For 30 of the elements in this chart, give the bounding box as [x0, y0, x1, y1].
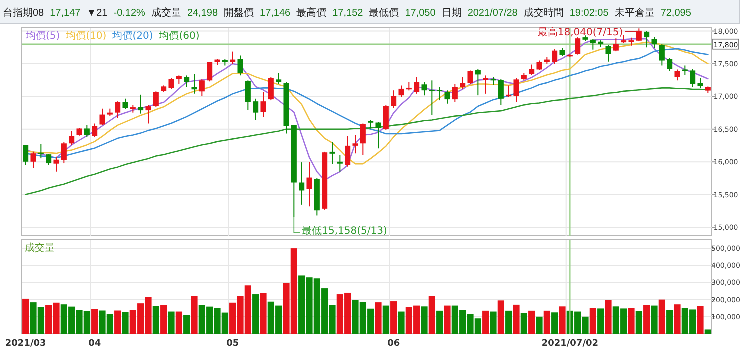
text: 成交時間 — [524, 7, 564, 19]
text: 開盤價 — [224, 7, 254, 19]
x-tick-label: 05 — [226, 339, 240, 349]
x-tick-label: 2021/07/02 — [542, 339, 599, 349]
text: 17,152 — [332, 8, 364, 19]
text: 最低價 — [369, 8, 400, 19]
text: 72,095 — [660, 8, 692, 19]
text: 均價(20) — [112, 30, 154, 42]
text: 未平倉量 — [614, 7, 655, 19]
text: -0.12% — [114, 8, 146, 19]
text: 17,146 — [260, 8, 292, 19]
annotation: 最低15,158(5/13) — [302, 226, 388, 237]
annotation: 最高18,040(7/15) — [538, 26, 624, 39]
x-tick-label: 06 — [388, 339, 400, 349]
text: 19:02:05 — [570, 8, 610, 19]
text: 最高價 — [296, 7, 327, 19]
text: 均價(5) — [25, 30, 60, 42]
text: 2021/07/28 — [468, 8, 518, 19]
chart-title: 成交量 — [25, 242, 55, 254]
text: ▼21 — [86, 8, 108, 19]
text: 24,198 — [187, 8, 218, 19]
text: 17,147 — [50, 8, 82, 19]
text: 台指期08 — [3, 7, 45, 19]
text: 成交量 — [151, 7, 182, 19]
x-tick-label: 04 — [88, 339, 102, 349]
text: 17,050 — [405, 8, 436, 19]
text: 均價(60) — [158, 30, 200, 42]
text: 均價(10) — [65, 30, 107, 42]
x-tick-label: 2021/03 — [5, 339, 46, 349]
text: 日期 — [442, 7, 462, 19]
